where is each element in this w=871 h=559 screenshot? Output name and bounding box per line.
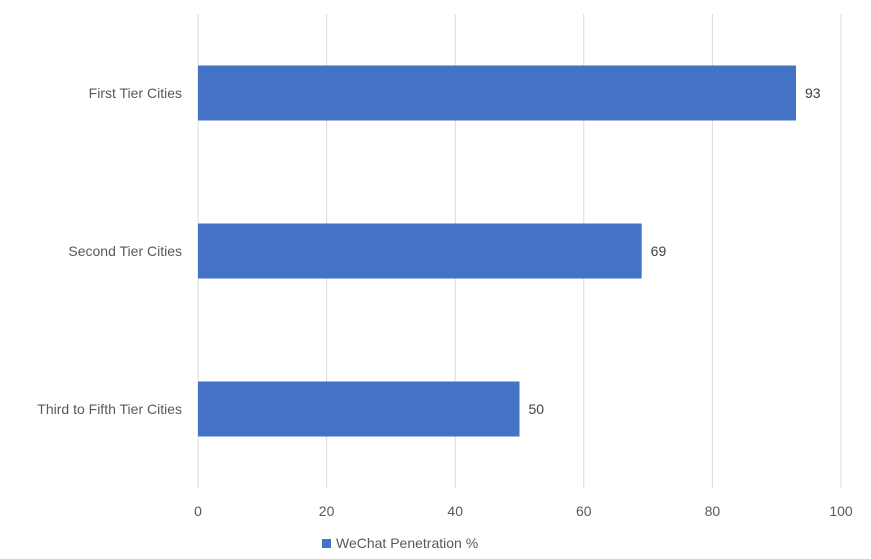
x-tick-label: 20 bbox=[319, 503, 335, 519]
x-axis-ticks: 0 20 40 60 80 100 bbox=[194, 503, 853, 519]
x-tick-label: 40 bbox=[447, 503, 463, 519]
x-tick-label: 0 bbox=[194, 503, 202, 519]
data-label: 50 bbox=[529, 401, 545, 417]
bar bbox=[198, 223, 642, 279]
bars bbox=[198, 65, 796, 437]
x-tick-label: 100 bbox=[829, 503, 853, 519]
category-labels: First Tier Cities Second Tier Cities Third… bbox=[37, 85, 182, 417]
data-labels: 93 69 50 bbox=[529, 85, 821, 417]
legend-swatch bbox=[322, 539, 331, 548]
x-tick-label: 80 bbox=[705, 503, 721, 519]
bar bbox=[198, 65, 796, 121]
bar bbox=[198, 381, 520, 437]
category-label: Third to Fifth Tier Cities bbox=[37, 401, 182, 417]
category-label: First Tier Cities bbox=[89, 85, 182, 101]
data-label: 69 bbox=[651, 243, 667, 259]
legend: WeChat Penetration % bbox=[322, 535, 478, 551]
x-tick-label: 60 bbox=[576, 503, 592, 519]
legend-label: WeChat Penetration % bbox=[336, 535, 478, 551]
category-label: Second Tier Cities bbox=[68, 243, 182, 259]
data-label: 93 bbox=[805, 85, 821, 101]
